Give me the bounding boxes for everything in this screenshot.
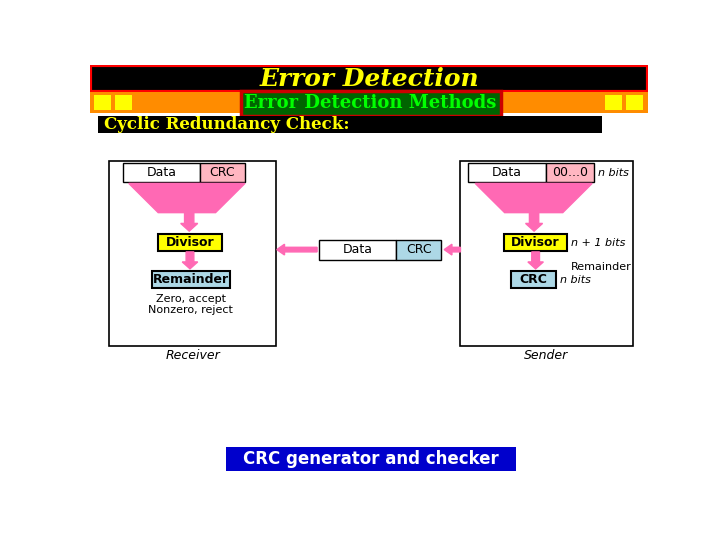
- Text: Nonzero, reject: Nonzero, reject: [148, 305, 233, 315]
- Text: n + 1 bits: n + 1 bits: [571, 238, 626, 248]
- Text: Data: Data: [146, 166, 176, 179]
- Text: Remainder: Remainder: [571, 261, 632, 272]
- Bar: [510, 271, 556, 288]
- FancyArrow shape: [528, 252, 544, 269]
- Polygon shape: [475, 184, 593, 213]
- Text: 00...0: 00...0: [552, 166, 588, 179]
- Bar: [98, 116, 601, 133]
- Bar: [241, 91, 500, 116]
- Text: Cyclic Redundancy Check:: Cyclic Redundancy Check:: [104, 116, 349, 133]
- Bar: [114, 95, 132, 110]
- Bar: [94, 95, 111, 110]
- Text: Zero, accept: Zero, accept: [156, 294, 226, 304]
- FancyArrow shape: [181, 213, 198, 231]
- Bar: [90, 92, 648, 113]
- FancyArrow shape: [444, 244, 461, 255]
- Text: Sender: Sender: [524, 349, 569, 362]
- Text: CRC: CRC: [210, 166, 235, 179]
- Text: CRC generator and checker: CRC generator and checker: [243, 450, 498, 468]
- Bar: [606, 95, 622, 110]
- Bar: [319, 240, 396, 260]
- FancyArrow shape: [182, 252, 198, 269]
- Text: Divisor: Divisor: [166, 236, 215, 249]
- Text: Data: Data: [343, 243, 372, 256]
- Text: Error Detection: Error Detection: [259, 66, 479, 91]
- Bar: [546, 164, 594, 182]
- Text: Data: Data: [492, 166, 522, 179]
- Text: n bits: n bits: [598, 167, 629, 178]
- FancyArrow shape: [276, 244, 317, 255]
- Bar: [90, 65, 648, 92]
- Bar: [109, 161, 276, 346]
- Bar: [225, 447, 516, 471]
- Text: CRC: CRC: [406, 243, 431, 256]
- Text: Receiver: Receiver: [166, 349, 220, 362]
- Polygon shape: [129, 184, 245, 213]
- Bar: [504, 234, 567, 251]
- Bar: [396, 240, 441, 260]
- Bar: [461, 161, 632, 346]
- Text: CRC: CRC: [519, 273, 547, 286]
- Text: Error Detection Methods: Error Detection Methods: [244, 94, 497, 112]
- Bar: [158, 234, 222, 251]
- Bar: [468, 164, 546, 182]
- Text: Remainder: Remainder: [153, 273, 229, 286]
- Bar: [200, 164, 245, 182]
- Text: n bits: n bits: [559, 275, 590, 285]
- Bar: [122, 164, 200, 182]
- Bar: [626, 95, 644, 110]
- Text: Divisor: Divisor: [511, 236, 560, 249]
- Bar: [152, 271, 230, 288]
- FancyArrow shape: [526, 213, 543, 231]
